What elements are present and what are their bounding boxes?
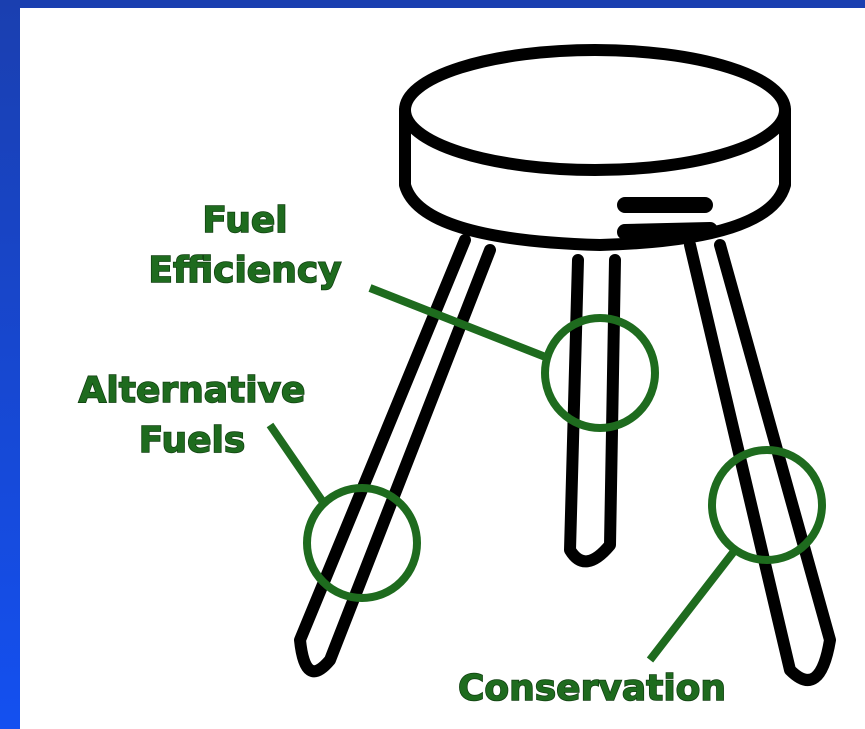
- label: Fuels: [139, 420, 246, 461]
- label: Conservation: [458, 668, 726, 709]
- label: Alternative: [79, 370, 306, 411]
- label: Efficiency: [148, 250, 341, 291]
- label: Fuel: [202, 200, 287, 241]
- callouts: [266, 284, 826, 663]
- stool: [294, 44, 836, 686]
